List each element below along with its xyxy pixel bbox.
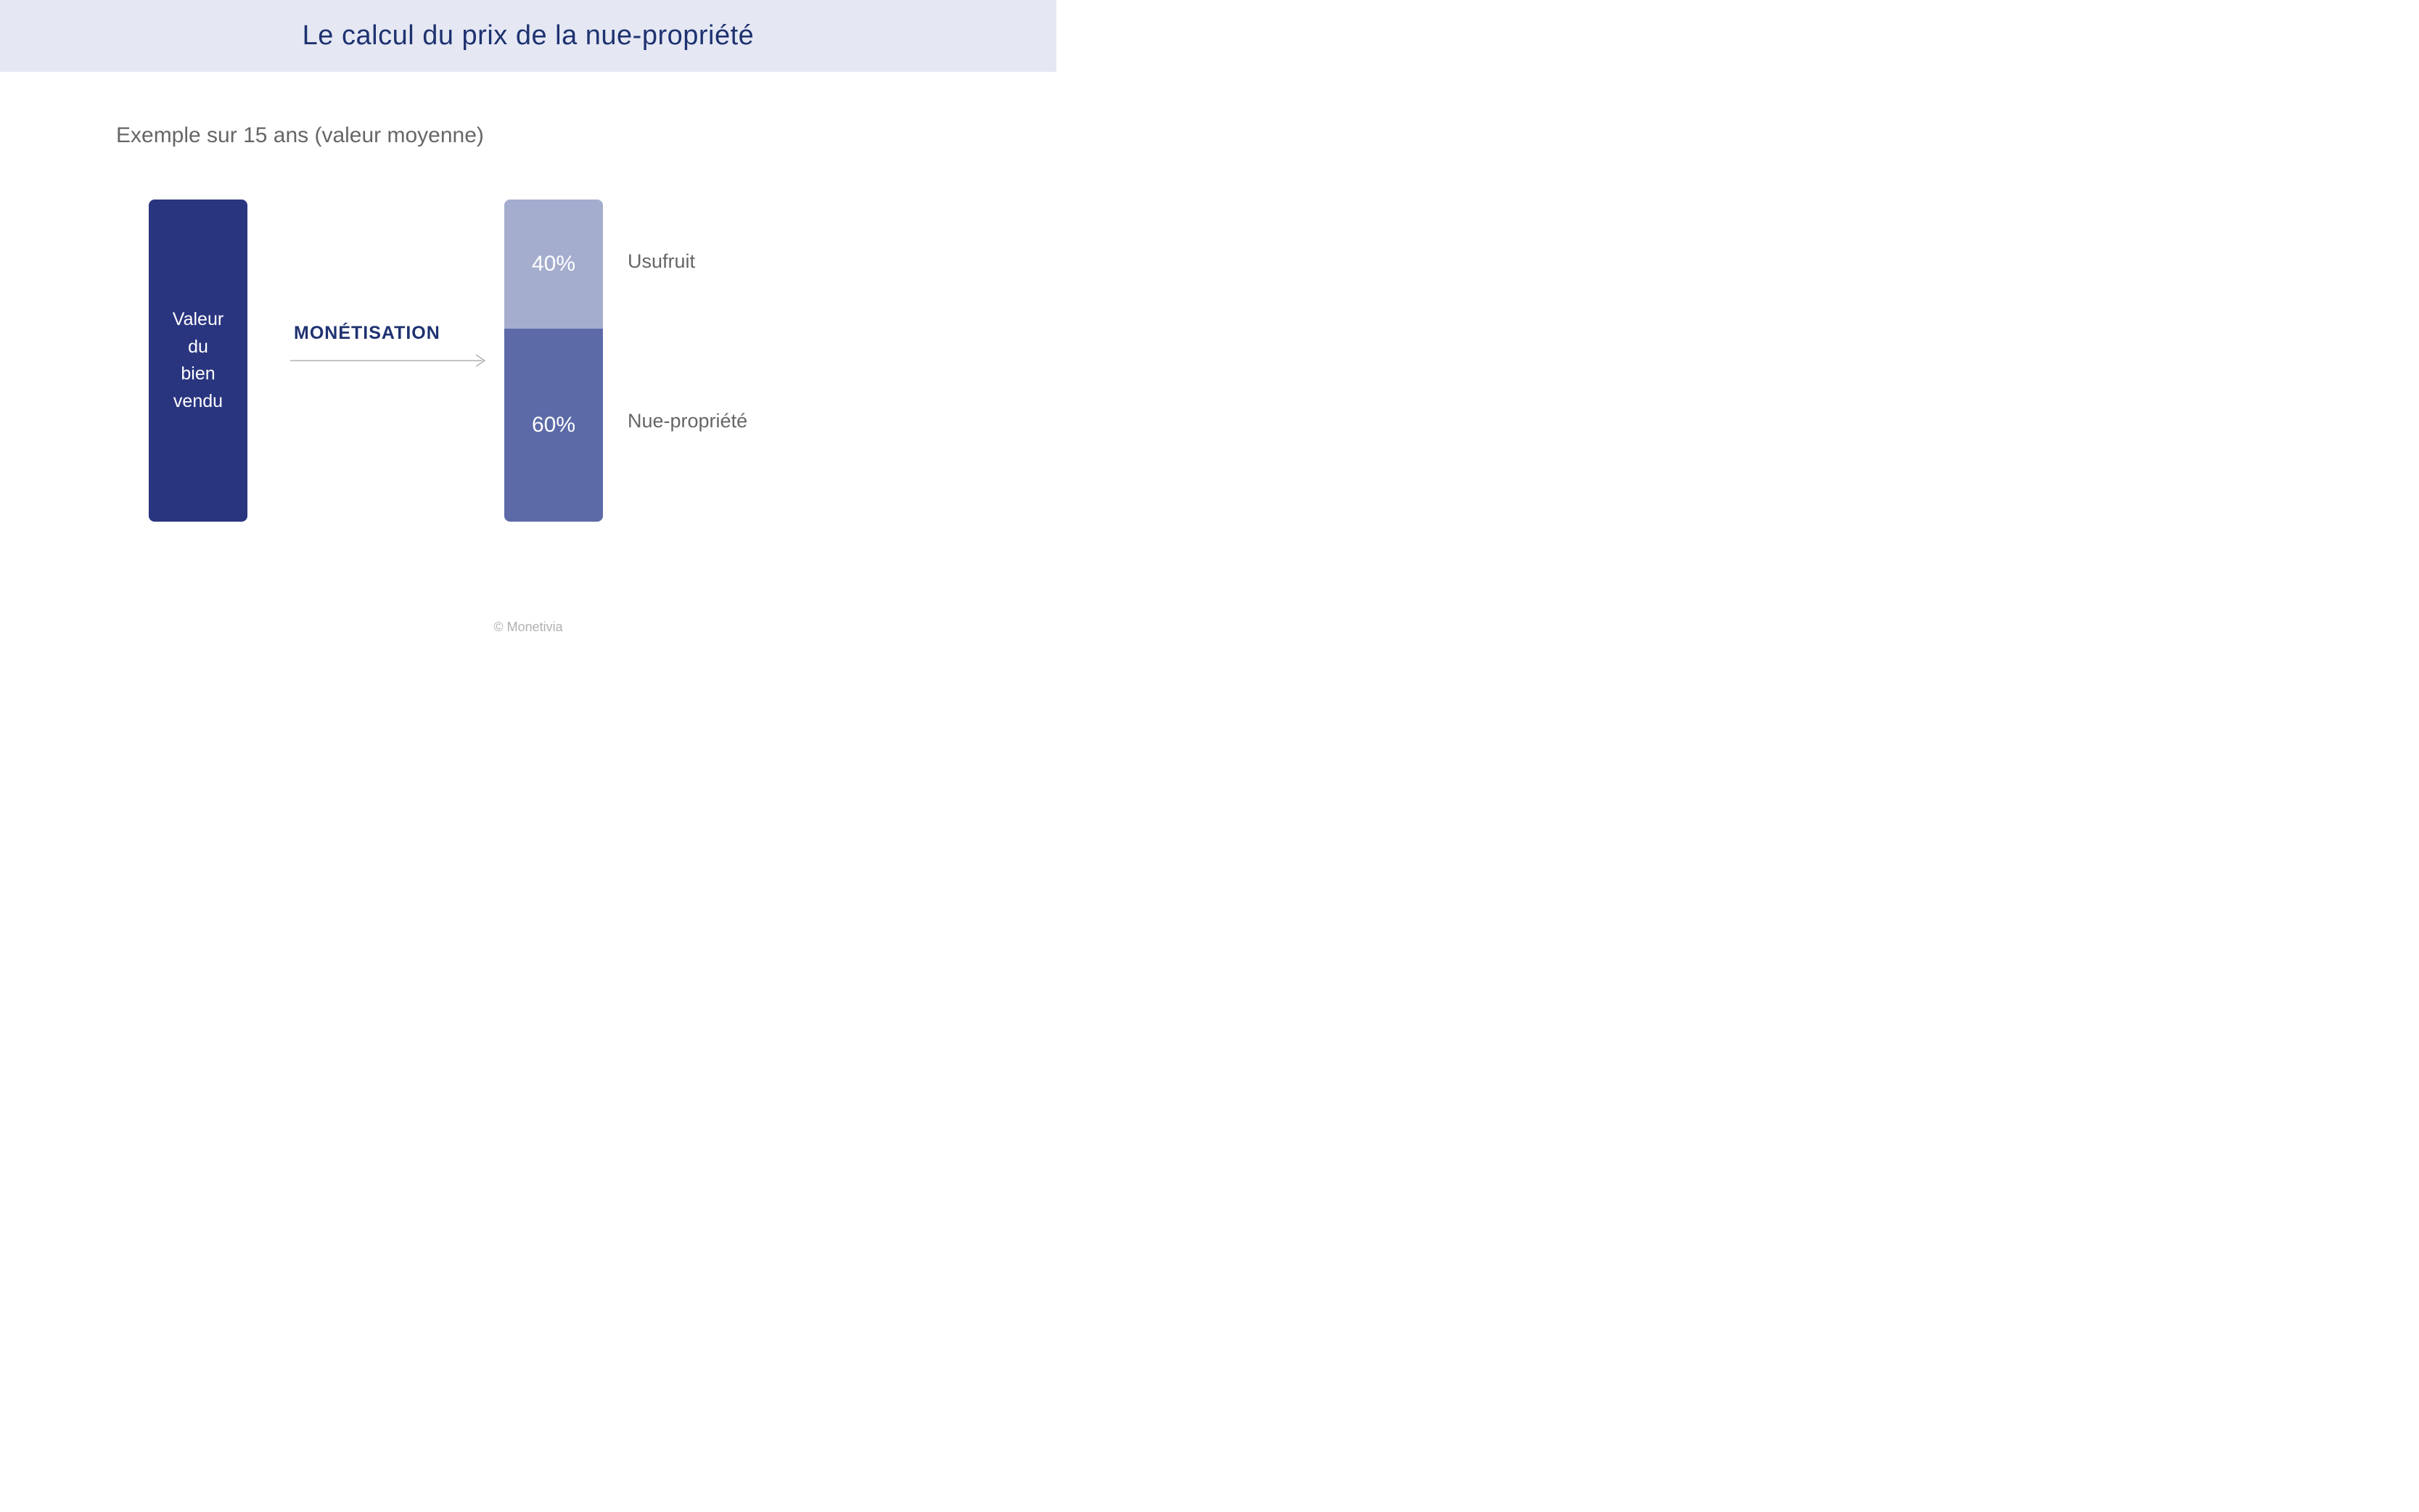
- segment-value-top: 40%: [532, 252, 575, 276]
- segment-value-bottom: 60%: [532, 413, 575, 437]
- label-usufruit: Usufruit: [628, 250, 695, 273]
- diagram-container: Valeur du bien vendu MONÉTISATION 40% 60…: [149, 200, 802, 533]
- bar-segment-nue-propriete: 60%: [504, 329, 603, 522]
- bar-left-label: Valeur du bien vendu: [173, 306, 223, 415]
- subtitle: Exemple sur 15 ans (valeur moyenne): [116, 123, 484, 148]
- bar-right: 40% 60%: [504, 200, 603, 522]
- arrow-label: MONÉTISATION: [294, 323, 440, 344]
- page-title: Le calcul du prix de la nue-propriété: [0, 20, 1056, 52]
- footer-credit: © Monetivia: [0, 620, 1056, 635]
- header-bar: Le calcul du prix de la nue-propriété: [0, 0, 1056, 72]
- bar-left: Valeur du bien vendu: [149, 200, 247, 522]
- bar-segment-usufruit: 40%: [504, 200, 603, 329]
- arrow-icon: [290, 352, 493, 369]
- label-nue-propriete: Nue-propriété: [628, 410, 747, 432]
